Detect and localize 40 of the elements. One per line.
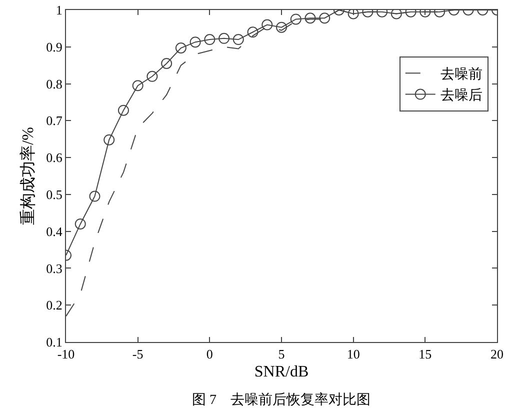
y-tick-label: 0.7 (46, 113, 63, 128)
point (247, 26, 258, 38)
point (319, 12, 330, 24)
point (146, 70, 158, 82)
legend-label: 去噪前 (440, 66, 482, 83)
y-tick-label: 0.5 (46, 186, 62, 202)
point (161, 58, 172, 69)
x-tick-label: -5 (132, 346, 144, 362)
point (89, 190, 100, 202)
point (290, 14, 302, 25)
point (276, 22, 287, 33)
x-tick-label: 5 (278, 346, 285, 362)
y-tick-label: 0.4 (46, 224, 63, 239)
caption: 图 7 去噪前后恢复率对比图 (192, 392, 370, 408)
x-axis-title: SNR/dB (254, 363, 309, 380)
y-tick-label: 0.8 (46, 76, 62, 92)
point (118, 104, 129, 116)
point (132, 80, 144, 92)
y-tick-label: 0.3 (46, 260, 62, 276)
x-tick-label: 0 (206, 346, 213, 362)
x-tick-label: 20 (490, 346, 504, 362)
point (262, 19, 273, 30)
point (390, 10, 402, 20)
legend-label: 去噪后 (440, 88, 482, 104)
point (175, 42, 186, 54)
x-tick-label: 15 (418, 346, 432, 362)
point (348, 10, 359, 20)
y-axis-title: 重构成功率/% (19, 127, 38, 225)
y-tick-label: 0.9 (46, 39, 62, 54)
point (218, 32, 230, 44)
y-tick-label: 0.6 (46, 150, 63, 166)
point (74, 218, 86, 230)
point (190, 36, 201, 48)
y-tick-label: 1 (56, 2, 62, 18)
y-tick-label: 0.2 (46, 298, 62, 313)
point (304, 12, 316, 24)
point (232, 34, 244, 46)
point (204, 34, 216, 46)
x-tick-label: 10 (346, 346, 360, 362)
point (104, 134, 115, 146)
